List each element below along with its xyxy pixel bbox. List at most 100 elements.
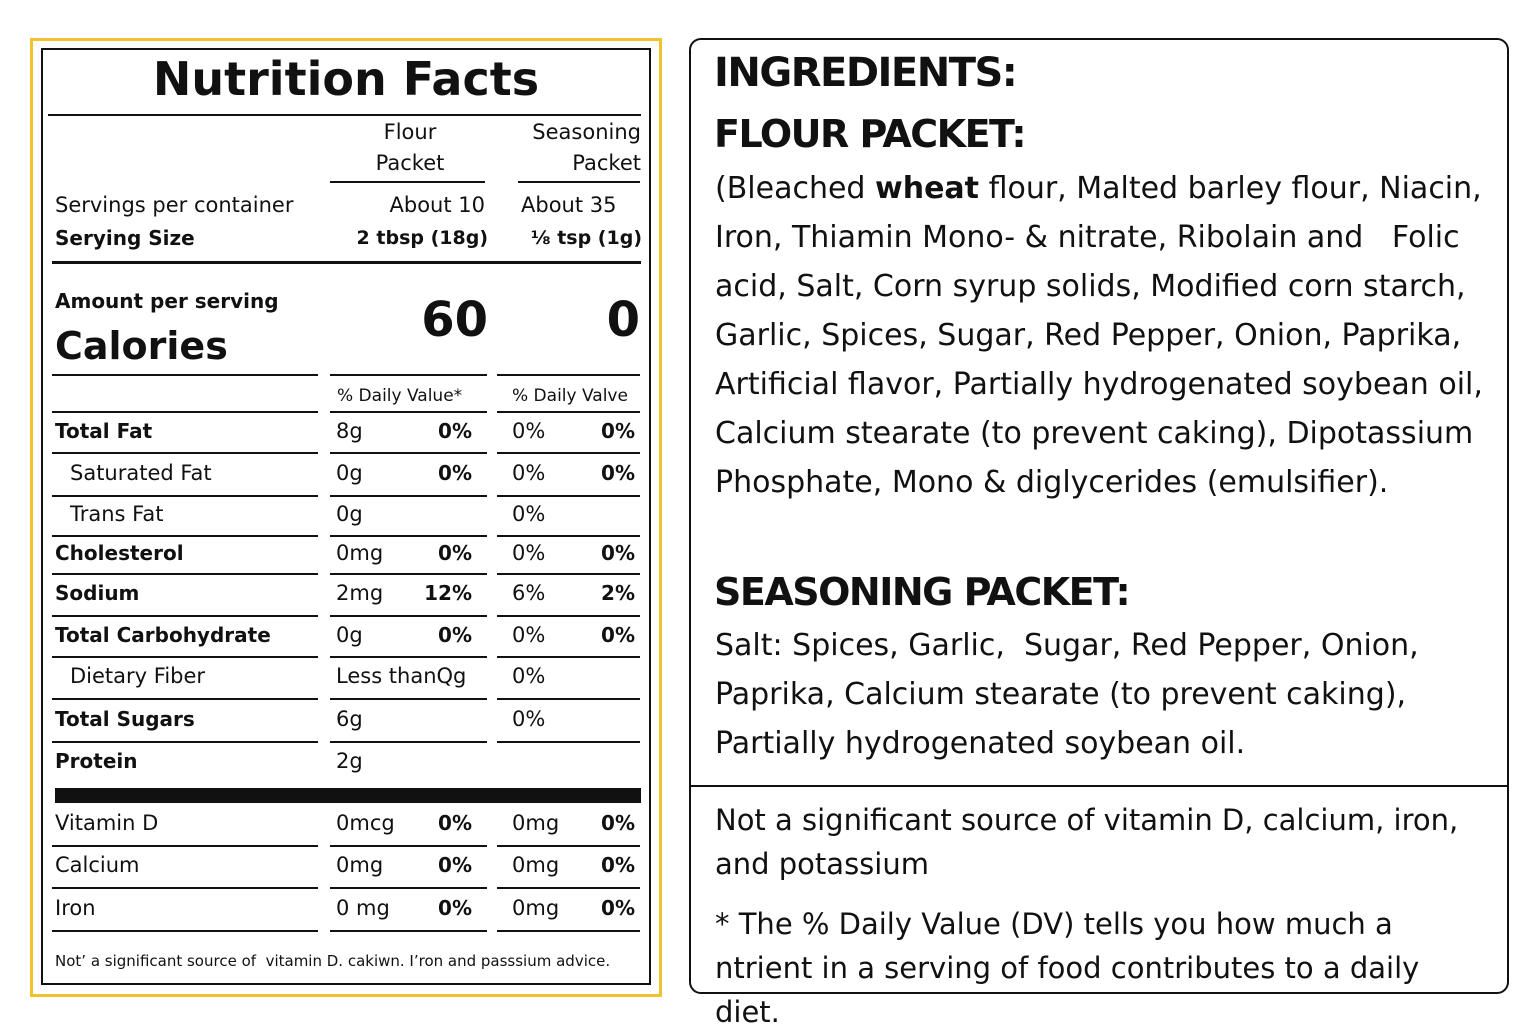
daily-value: 12% bbox=[424, 581, 472, 605]
nutrient-name: Total Fat bbox=[55, 419, 153, 443]
rule bbox=[330, 887, 487, 889]
calories: 0 bbox=[606, 292, 640, 348]
servings: About 35 bbox=[521, 193, 617, 217]
daily-value: 0% bbox=[438, 622, 472, 647]
rule bbox=[330, 495, 487, 497]
nutrition-title: Nutrition Facts bbox=[152, 52, 540, 106]
daily-value: 0% bbox=[601, 811, 635, 835]
daily-value: 0% bbox=[601, 460, 635, 485]
rule bbox=[497, 573, 640, 575]
nutrient-name: Vitamin D bbox=[55, 811, 159, 835]
amount: 2mg bbox=[336, 581, 384, 605]
amount: 0% bbox=[512, 419, 546, 443]
rule bbox=[497, 411, 640, 413]
serving-size-label: Serying Size bbox=[55, 226, 195, 250]
daily-value: 0% bbox=[601, 541, 635, 565]
text: (Bleached bbox=[715, 171, 876, 206]
serving-size: ⅛ tsp (1g) bbox=[530, 227, 642, 249]
nutrient-name: Total Sugars bbox=[55, 706, 195, 731]
rule bbox=[52, 374, 318, 376]
rule bbox=[52, 261, 641, 264]
daily-value: 0% bbox=[601, 895, 635, 920]
column-header: Flour Packet bbox=[375, 120, 445, 175]
note: Not a significant source of vitamin D, c… bbox=[715, 803, 1468, 881]
note: * The % Daily Value (DV) tells you how m… bbox=[715, 907, 1429, 1029]
rule bbox=[330, 698, 487, 700]
amount: 0g bbox=[336, 502, 363, 526]
daily-value: 0% bbox=[601, 853, 635, 877]
daily-value: 0% bbox=[438, 895, 472, 920]
servings: About 10 bbox=[389, 193, 485, 217]
allergen: wheat bbox=[875, 171, 980, 206]
label-frame bbox=[30, 38, 662, 997]
amount: 0g bbox=[336, 622, 363, 647]
amount: 6g bbox=[336, 706, 363, 731]
daily-value: 0% bbox=[438, 419, 472, 443]
ingredients-panel bbox=[689, 38, 1509, 994]
rule bbox=[330, 930, 487, 932]
nutrient-name: Total Carbohydrate bbox=[55, 622, 271, 647]
rule bbox=[52, 656, 318, 658]
rule bbox=[497, 615, 640, 617]
amount: 0mg bbox=[336, 541, 384, 565]
amount-label: Amount per serving bbox=[55, 289, 279, 313]
calories: 60 bbox=[421, 292, 488, 348]
rule bbox=[330, 374, 487, 376]
amount: 0% bbox=[512, 502, 546, 526]
daily-value: 0% bbox=[601, 622, 635, 647]
ingredients-title: INGREDIENTS: bbox=[714, 50, 1018, 96]
nutrient-name: Protein bbox=[55, 748, 138, 773]
rule bbox=[52, 495, 318, 497]
rule bbox=[48, 114, 641, 116]
rule bbox=[330, 452, 487, 454]
column-header: Seasoning Packet bbox=[532, 120, 648, 175]
rule bbox=[330, 181, 485, 183]
dv-header: % Daily Valve bbox=[512, 386, 628, 406]
rule bbox=[497, 741, 640, 743]
rule bbox=[330, 741, 487, 743]
amount: 0% bbox=[512, 664, 546, 688]
rule bbox=[52, 698, 318, 700]
dv-header: % Daily Value* bbox=[337, 386, 463, 406]
rule bbox=[330, 845, 487, 847]
nutrient-name: Dietary Fiber bbox=[70, 664, 206, 688]
seasoning-text: Salt: Spices, Garlic, Sugar, Red Pepper,… bbox=[715, 628, 1429, 761]
daily-value: 0% bbox=[438, 460, 472, 485]
nutrition-panel bbox=[41, 48, 651, 985]
flour-text: (Bleached wheat flour, Malted barley flo… bbox=[715, 164, 1495, 507]
rule bbox=[52, 411, 318, 413]
thick-bar bbox=[55, 788, 641, 803]
rule bbox=[52, 573, 318, 575]
rule bbox=[330, 656, 487, 658]
amount: 0mg bbox=[512, 895, 560, 920]
rule bbox=[497, 374, 640, 376]
amount: Less thanQg bbox=[336, 664, 467, 688]
rule bbox=[497, 698, 640, 700]
rule bbox=[497, 887, 640, 889]
servings-label: Servings per container bbox=[55, 193, 294, 217]
nutrient-name: Saturated Fat bbox=[70, 460, 212, 485]
rule bbox=[497, 656, 640, 658]
daily-value: 0% bbox=[438, 541, 472, 565]
divider bbox=[691, 785, 1507, 787]
rule bbox=[330, 615, 487, 617]
rule bbox=[52, 741, 318, 743]
amount: 0mg bbox=[336, 853, 384, 877]
nutrient-name: Trans Fat bbox=[70, 502, 164, 526]
rule bbox=[497, 535, 640, 537]
text: flour, Malted barley flour, Niacin, Iron… bbox=[715, 171, 1493, 500]
rule bbox=[52, 452, 318, 454]
amount: 0mg bbox=[512, 811, 560, 835]
amount: 0% bbox=[512, 706, 546, 731]
daily-value: 2% bbox=[601, 581, 635, 605]
rule bbox=[497, 930, 640, 932]
seasoning-heading: SEASONING PACKET: bbox=[714, 570, 1131, 614]
rule bbox=[330, 535, 487, 537]
amount: 0 mg bbox=[336, 895, 390, 920]
rule bbox=[52, 615, 318, 617]
flour-heading: FLOUR PACKET: bbox=[714, 112, 1027, 156]
rule bbox=[52, 845, 318, 847]
serving-size: 2 tbsp (18g) bbox=[356, 227, 488, 249]
rule bbox=[497, 495, 640, 497]
nutrient-name: Calcium bbox=[55, 853, 140, 877]
